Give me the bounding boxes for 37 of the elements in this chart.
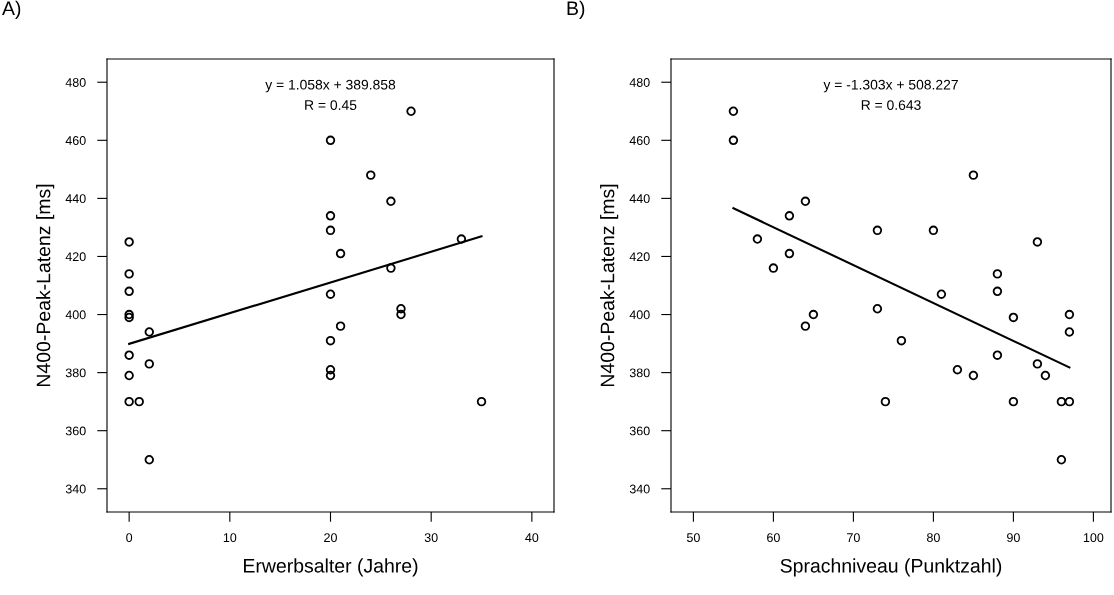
x-tick-label: 0: [126, 533, 133, 543]
x-tick-label: 70: [847, 533, 860, 543]
y-tick-label: 480: [629, 78, 650, 87]
y-tick-label: 340: [65, 484, 86, 494]
x-tick-label: 40: [525, 533, 539, 543]
x-tick-label: 30: [424, 533, 438, 543]
y-tick-label: 340: [629, 484, 650, 494]
y-tick-label: 420: [65, 252, 86, 262]
x-tick-label: 60: [767, 533, 780, 543]
y-tick-label: 420: [629, 252, 650, 262]
x-tick-label: 10: [223, 533, 237, 543]
y-tick-label: 400: [629, 310, 650, 320]
x-axis-title: Sprachniveau (Punktzahl): [780, 558, 1002, 577]
y-tick-label: 360: [629, 426, 650, 436]
y-tick-label: 460: [629, 136, 650, 145]
chart-title: B): [567, 0, 585, 19]
y-tick-label: 400: [65, 310, 86, 320]
annotation: y = 1.058x + 389.858: [265, 79, 396, 93]
annotation: R = 0.45: [305, 100, 357, 110]
x-tick-label: 80: [926, 533, 940, 543]
y-tick-label: 440: [629, 194, 650, 204]
x-tick-label: 100: [1083, 533, 1104, 543]
y-tick-label: 440: [65, 194, 86, 204]
y-tick-label: 480: [65, 78, 86, 87]
y-tick-label: 380: [65, 368, 86, 378]
annotation: y = -1.303x + 508.227: [823, 79, 958, 93]
x-tick-label: 90: [1007, 533, 1020, 543]
y-axis-title: N400-Peak-Latenz [ms]: [36, 184, 55, 387]
y-tick-label: 380: [629, 368, 650, 378]
y-axis-title: N400-Peak-Latenz [ms]: [600, 184, 619, 387]
x-tick-label: 50: [686, 533, 700, 543]
x-tick-label: 20: [324, 533, 337, 543]
annotation: R = 0.643: [861, 100, 921, 110]
chart-title: A): [2, 0, 21, 19]
y-tick-label: 460: [65, 136, 86, 145]
x-axis-title: Erwerbsalter (Jahre): [244, 558, 418, 577]
y-tick-label: 360: [65, 426, 86, 436]
